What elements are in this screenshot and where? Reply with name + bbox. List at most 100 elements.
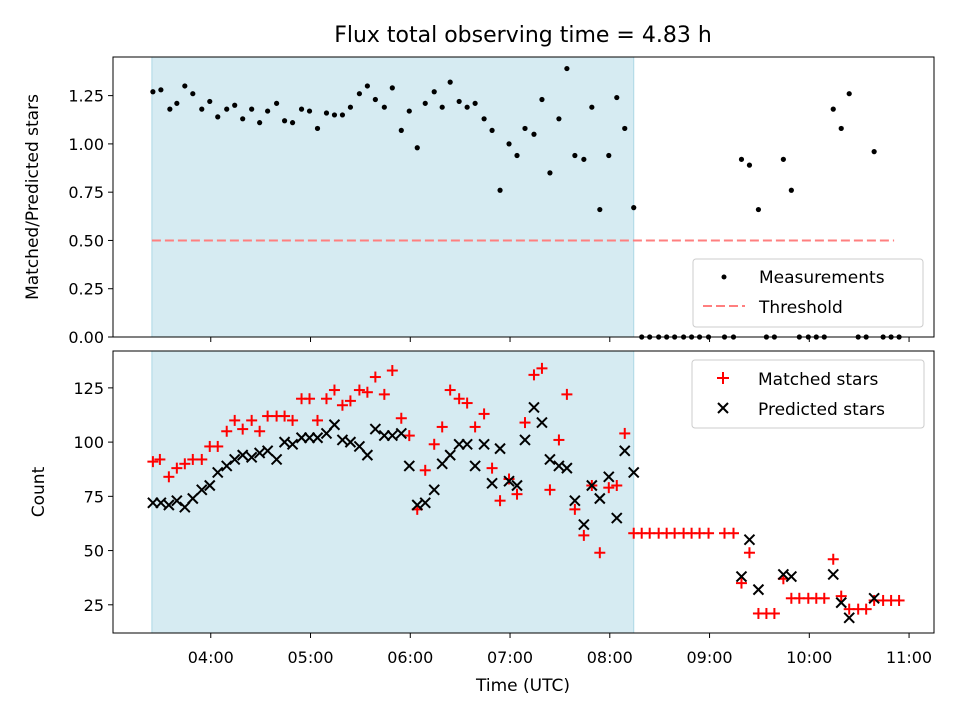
predicted-point bbox=[743, 534, 756, 546]
measurement-point bbox=[167, 106, 173, 112]
measurement-point bbox=[755, 206, 762, 213]
y-tick-label: 1.00 bbox=[68, 135, 104, 154]
matched-point bbox=[361, 386, 373, 398]
measurement-point bbox=[298, 106, 305, 112]
y-tick-label: 0.00 bbox=[68, 328, 104, 347]
predicted-point bbox=[735, 570, 748, 583]
measurement-point bbox=[347, 104, 354, 110]
measurement-point bbox=[581, 156, 587, 162]
measurement-point bbox=[240, 116, 246, 122]
measurement-point bbox=[514, 152, 520, 159]
measurement-point bbox=[871, 149, 877, 155]
measurement-point bbox=[150, 89, 156, 95]
matched-point bbox=[743, 547, 755, 559]
measurement-point bbox=[257, 120, 263, 126]
measurement-point bbox=[199, 106, 205, 112]
matched-point bbox=[147, 456, 159, 468]
measurement-point bbox=[522, 125, 528, 132]
y-tick-label: 0.25 bbox=[68, 280, 104, 299]
predicted-point bbox=[494, 442, 506, 455]
predicted-point bbox=[286, 438, 299, 450]
legend-threshold-label: Threshold bbox=[758, 298, 843, 318]
matched-point bbox=[163, 471, 175, 483]
measurement-point bbox=[372, 96, 378, 103]
bottom-panel: 25 50 75 100 125 04:00 05:00 06:00 07:00 08:00 09… bbox=[29, 350, 935, 696]
x-tick-label: 10:00 bbox=[786, 648, 832, 667]
measurement-point bbox=[314, 125, 321, 132]
predicted-point bbox=[411, 499, 423, 511]
matched-point bbox=[619, 427, 631, 439]
measurement-point bbox=[497, 187, 503, 193]
predicted-point bbox=[594, 492, 606, 505]
matched-point bbox=[336, 399, 348, 411]
matched-point bbox=[503, 473, 515, 485]
predicted-point bbox=[486, 477, 498, 490]
matched-point bbox=[419, 464, 431, 476]
top-panel: 0.00 0.25 0.50 0.75 1.00 1.25 Matched/Predict… bbox=[23, 56, 935, 347]
matched-point bbox=[578, 529, 590, 541]
predicted-point bbox=[361, 449, 374, 461]
predicted-point bbox=[835, 596, 847, 609]
matched-point bbox=[536, 362, 548, 374]
predicted-point bbox=[236, 449, 249, 461]
predicted-point bbox=[628, 466, 640, 479]
matched-point bbox=[320, 393, 332, 405]
predicted-point bbox=[245, 451, 258, 463]
matched-point bbox=[827, 553, 839, 565]
predicted-point bbox=[843, 612, 855, 624]
x-axis-label: Time (UTC) bbox=[475, 676, 570, 696]
measurement-point bbox=[414, 145, 420, 151]
measurement-point bbox=[281, 118, 288, 124]
measurement-point bbox=[564, 65, 570, 72]
top-y-axis-label: Matched/Predicted stars bbox=[23, 94, 43, 300]
predicted-point bbox=[155, 497, 167, 509]
measurement-point bbox=[597, 206, 603, 213]
measurement-point bbox=[232, 102, 238, 108]
measurement-point bbox=[422, 100, 428, 106]
measurement-point bbox=[249, 106, 255, 112]
matched-point bbox=[171, 462, 183, 474]
matched-point bbox=[246, 414, 258, 426]
matched-point bbox=[603, 482, 615, 494]
matched-point bbox=[553, 434, 565, 446]
measurement-point bbox=[539, 96, 545, 103]
matched-point bbox=[428, 438, 440, 450]
matched-point bbox=[893, 594, 905, 606]
predicted-point bbox=[569, 494, 581, 507]
matched-point bbox=[386, 365, 398, 377]
matched-point bbox=[212, 440, 224, 452]
measurement-point bbox=[780, 156, 786, 162]
measurement-point bbox=[207, 98, 213, 105]
measurement-point bbox=[788, 187, 794, 193]
predicted-point bbox=[519, 434, 531, 446]
matched-point bbox=[511, 488, 523, 500]
measurement-point bbox=[830, 106, 836, 112]
top-y-ticks: 0.00 0.25 0.50 0.75 1.00 1.25 bbox=[68, 87, 113, 347]
predicted-point bbox=[204, 479, 216, 492]
predicted-point bbox=[777, 568, 790, 581]
matched-point bbox=[727, 527, 739, 539]
matched-point bbox=[196, 453, 208, 465]
predicted-point bbox=[469, 460, 481, 472]
predicted-point bbox=[196, 484, 208, 496]
matched-point bbox=[436, 421, 448, 433]
legend-predicted-marker bbox=[717, 402, 729, 414]
matched-point bbox=[237, 423, 249, 435]
measurement-point bbox=[614, 94, 620, 101]
matched-point bbox=[444, 384, 456, 396]
measurement-point bbox=[174, 100, 180, 106]
predicted-point bbox=[163, 499, 175, 511]
matched-point bbox=[328, 384, 340, 396]
measurement-point bbox=[472, 100, 478, 106]
measurement-point bbox=[606, 152, 612, 159]
predicted-point bbox=[212, 466, 224, 479]
predicted-point bbox=[428, 484, 440, 496]
matched-point bbox=[528, 369, 540, 381]
predicted-point bbox=[586, 479, 598, 492]
predicted-point bbox=[270, 453, 283, 466]
measurement-point bbox=[356, 91, 362, 97]
top-shaded-span bbox=[151, 56, 635, 338]
measurement-point bbox=[289, 120, 296, 126]
measurement-point bbox=[481, 116, 487, 122]
